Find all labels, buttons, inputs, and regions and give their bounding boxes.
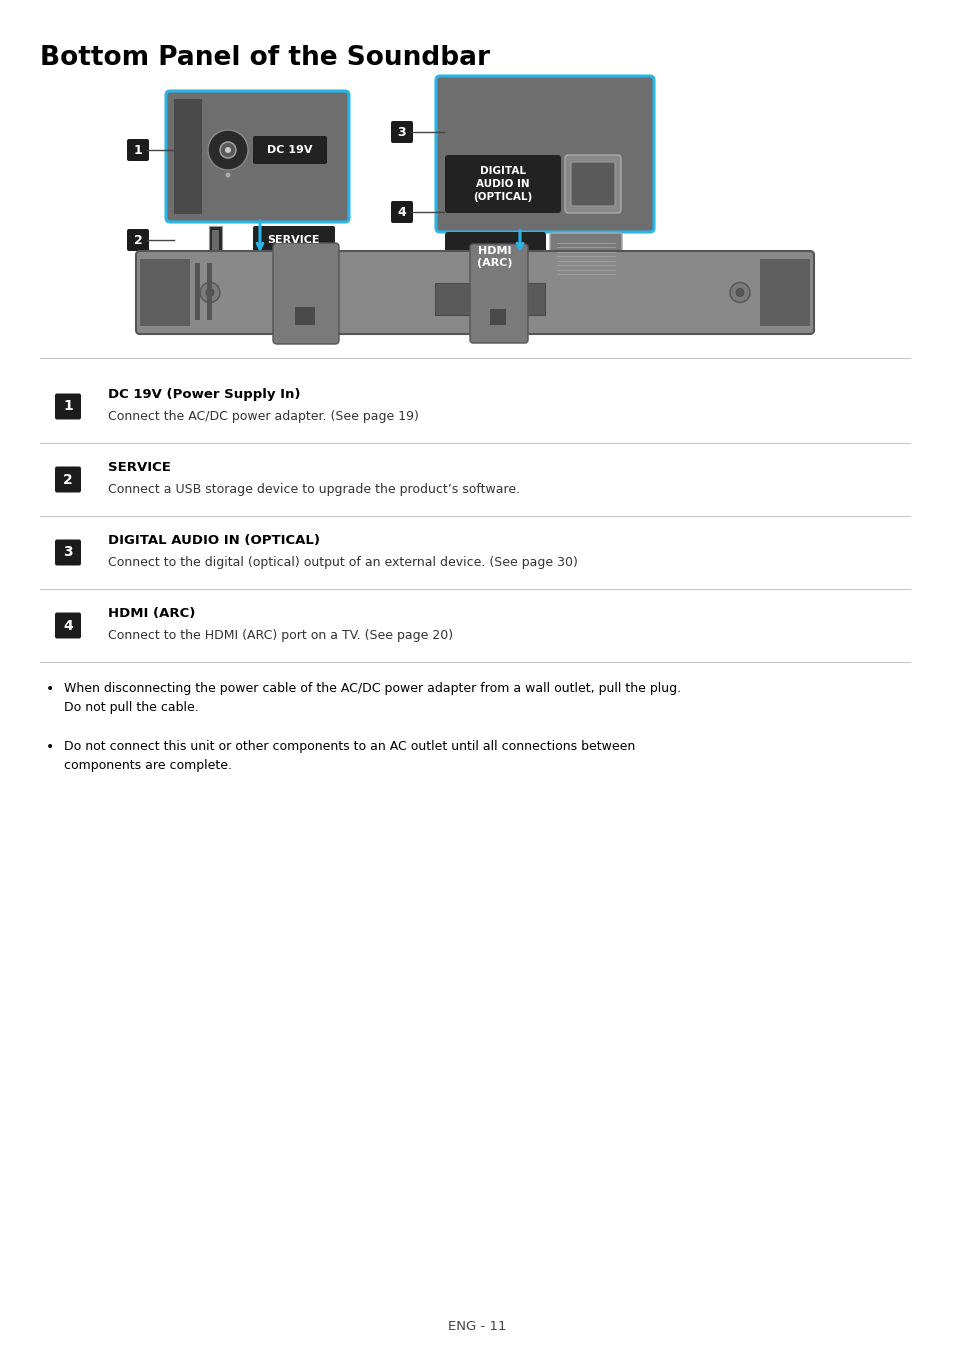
Text: Connect the AC/DC power adapter. (See page 19): Connect the AC/DC power adapter. (See pa… xyxy=(108,410,418,422)
Bar xyxy=(173,99,202,214)
Text: When disconnecting the power cable of the AC/DC power adapter from a wall outlet: When disconnecting the power cable of th… xyxy=(64,682,680,715)
Bar xyxy=(209,226,222,255)
Circle shape xyxy=(729,283,749,302)
Text: DIGITAL AUDIO IN (OPTICAL): DIGITAL AUDIO IN (OPTICAL) xyxy=(108,533,319,547)
FancyBboxPatch shape xyxy=(55,394,81,420)
Text: HDMI
(ARC): HDMI (ARC) xyxy=(476,246,512,268)
Text: Do not connect this unit or other components to an AC outlet until all connectio: Do not connect this unit or other compon… xyxy=(64,741,635,773)
Bar xyxy=(435,283,544,315)
FancyBboxPatch shape xyxy=(127,139,149,161)
Text: DC 19V: DC 19V xyxy=(267,145,313,154)
FancyBboxPatch shape xyxy=(55,539,81,566)
FancyBboxPatch shape xyxy=(166,91,349,222)
Text: Connect to the HDMI (ARC) port on a TV. (See page 20): Connect to the HDMI (ARC) port on a TV. … xyxy=(108,630,453,642)
FancyBboxPatch shape xyxy=(470,244,527,343)
FancyBboxPatch shape xyxy=(55,612,81,639)
Text: 4: 4 xyxy=(397,206,406,218)
Circle shape xyxy=(735,288,743,297)
FancyBboxPatch shape xyxy=(253,226,335,255)
FancyBboxPatch shape xyxy=(55,467,81,493)
Text: ENG - 11: ENG - 11 xyxy=(447,1320,506,1332)
Bar xyxy=(140,259,190,326)
Text: •: • xyxy=(46,741,54,754)
Circle shape xyxy=(200,283,220,302)
FancyBboxPatch shape xyxy=(136,250,813,334)
Bar xyxy=(194,263,200,320)
Text: Connect a USB storage device to upgrade the product’s software.: Connect a USB storage device to upgrade … xyxy=(108,483,519,496)
FancyBboxPatch shape xyxy=(273,242,338,344)
Text: 4: 4 xyxy=(63,619,72,632)
Text: SERVICE: SERVICE xyxy=(268,236,320,245)
Text: HDMI (ARC): HDMI (ARC) xyxy=(108,607,195,620)
Text: 1: 1 xyxy=(63,399,72,413)
Circle shape xyxy=(206,288,213,297)
Text: DIGITAL
AUDIO IN
(OPTICAL): DIGITAL AUDIO IN (OPTICAL) xyxy=(473,167,532,202)
Circle shape xyxy=(220,142,235,158)
Circle shape xyxy=(225,148,231,153)
Text: •: • xyxy=(46,682,54,696)
Bar xyxy=(294,307,314,325)
Text: 2: 2 xyxy=(63,473,72,486)
Text: Bottom Panel of the Soundbar: Bottom Panel of the Soundbar xyxy=(40,45,490,70)
Bar xyxy=(207,263,212,320)
Text: SERVICE: SERVICE xyxy=(108,460,171,474)
FancyBboxPatch shape xyxy=(127,229,149,250)
Circle shape xyxy=(225,172,231,177)
FancyBboxPatch shape xyxy=(436,76,654,232)
FancyBboxPatch shape xyxy=(391,200,413,223)
FancyBboxPatch shape xyxy=(444,154,560,213)
Circle shape xyxy=(208,130,248,171)
Bar xyxy=(212,230,219,250)
Text: 3: 3 xyxy=(397,126,406,138)
Text: Connect to the digital (optical) output of an external device. (See page 30): Connect to the digital (optical) output … xyxy=(108,556,578,569)
Text: 2: 2 xyxy=(133,233,142,246)
FancyBboxPatch shape xyxy=(391,121,413,144)
FancyBboxPatch shape xyxy=(571,162,615,206)
Text: DC 19V (Power Supply In): DC 19V (Power Supply In) xyxy=(108,389,300,401)
Text: 3: 3 xyxy=(63,546,72,559)
Text: 1: 1 xyxy=(133,144,142,157)
FancyBboxPatch shape xyxy=(253,135,327,164)
FancyBboxPatch shape xyxy=(444,232,545,282)
FancyBboxPatch shape xyxy=(564,154,620,213)
Bar xyxy=(760,259,809,326)
FancyBboxPatch shape xyxy=(550,233,621,282)
Bar xyxy=(490,309,505,325)
